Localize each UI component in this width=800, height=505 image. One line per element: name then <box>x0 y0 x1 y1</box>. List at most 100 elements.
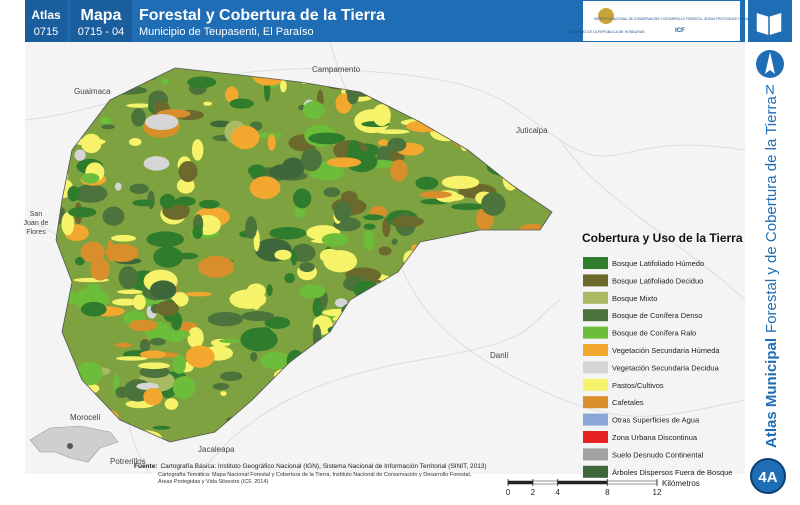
side-title: Atlas Municipal Forestal y de Cobertura d… <box>763 96 780 448</box>
cover-patch <box>269 226 307 240</box>
cover-patch <box>161 78 170 85</box>
cover-patch <box>451 203 485 211</box>
cover-patch <box>312 298 323 318</box>
cover-patch <box>321 233 350 247</box>
cover-patch <box>185 345 215 368</box>
cover-patch <box>137 362 170 370</box>
locator-map <box>29 425 119 463</box>
legend-swatch <box>583 396 608 409</box>
cover-patch <box>246 283 266 299</box>
legend-swatch <box>583 378 608 391</box>
cover-patch <box>329 252 351 264</box>
legend-swatch <box>583 257 608 269</box>
cover-patch <box>441 175 480 190</box>
cover-patch <box>291 243 316 263</box>
cover-patch <box>191 139 204 161</box>
cover-patch <box>387 137 407 152</box>
cover-patch <box>323 187 341 198</box>
legend-title: Cobertura y Uso de la Tierra <box>582 231 743 245</box>
cover-patch <box>101 124 115 130</box>
gov-text: GOBIERNO DE LA REPÚBLICA DE HONDURAS <box>567 30 645 34</box>
cover-patch <box>269 163 303 180</box>
cover-patch <box>363 230 375 251</box>
place-label: Campamento <box>312 65 361 74</box>
atlas-box <box>25 0 68 42</box>
source-line: Áreas Protegidas y Vida Silvestre (ICF, … <box>158 478 268 485</box>
legend-label: Zona Urbana Discontinua <box>612 433 698 442</box>
cover-patch <box>128 319 158 332</box>
cover-patch <box>140 350 167 359</box>
cover-patch <box>198 255 235 278</box>
cover-patch <box>363 214 384 221</box>
cover-patch <box>391 238 398 245</box>
legend-swatch <box>583 344 608 356</box>
cover-patch <box>184 291 213 297</box>
sheet-badge <box>750 458 786 494</box>
place-label: Flores <box>26 229 46 236</box>
scale-segment <box>532 480 558 485</box>
cover-patch <box>80 241 105 263</box>
scale-unit: Kilómetros <box>662 479 700 488</box>
source-line: Cartografía Temática: Mapa Nacional Fore… <box>158 472 472 478</box>
cover-patch <box>118 265 139 290</box>
cover-patch <box>100 116 112 125</box>
cover-patch <box>248 164 266 177</box>
source-line: Cartografía Básica: Instituto Geográfico… <box>160 463 486 470</box>
cover-patch <box>171 311 182 331</box>
places: Campamento Guaimaca Juticalpa San Juan d… <box>24 65 549 466</box>
legend-label: Pastos/Cultivos <box>612 381 664 390</box>
place-label: Potrerillos <box>110 457 146 466</box>
cover-patch <box>111 234 137 242</box>
sheet-label: 4A <box>758 469 777 486</box>
cover-patch <box>207 311 244 327</box>
locator-marker <box>67 443 73 449</box>
legend-label: Bosque Latifoliado Húmedo <box>612 259 704 268</box>
legend-swatch <box>583 361 608 374</box>
legend-label: Bosque Mixto <box>612 294 657 303</box>
cover-patch <box>172 376 196 400</box>
cover-patch <box>74 256 85 266</box>
cover-patch <box>143 156 170 171</box>
cover-patch <box>301 148 322 172</box>
logo-text: INSTITUTO NACIONAL DE CONSERVACIÓN Y DES… <box>594 16 766 21</box>
cover-patch <box>105 243 139 263</box>
cover-patch <box>67 185 80 202</box>
cover-patch <box>220 371 243 381</box>
cover-patch <box>90 257 110 281</box>
cover-patch <box>187 76 217 88</box>
cover-patch <box>168 337 184 343</box>
cover-patch <box>250 352 258 362</box>
place-label: Juan de <box>24 220 49 227</box>
cover-patch <box>139 365 170 379</box>
cover-patch <box>375 129 410 135</box>
cover-patch <box>302 100 325 120</box>
cover-patch <box>292 188 312 209</box>
cover-patch <box>245 216 258 240</box>
cover-patch <box>241 311 275 322</box>
cover-patch <box>333 201 352 222</box>
map-box <box>70 0 132 42</box>
cover-patch <box>114 342 132 348</box>
legend-swatch <box>583 413 608 426</box>
scale-segment <box>507 480 534 485</box>
cover-patch <box>176 178 195 194</box>
cover-patch <box>299 284 326 299</box>
cover-patch <box>132 199 155 207</box>
cover-patch <box>260 351 291 370</box>
north-label: N <box>765 82 774 97</box>
legend-label: Otras Superficies de Agua <box>612 416 700 425</box>
cover-patch <box>146 231 184 248</box>
cover-patch <box>80 301 107 317</box>
legend-label: Árboles Dispersos Fuera de Bosque <box>612 468 732 477</box>
source-label: Fuente: <box>134 463 157 470</box>
cover-patch <box>372 104 391 127</box>
place-label: San <box>30 211 43 218</box>
place-label: Morocelí <box>70 413 101 422</box>
logo-code: ICF <box>675 28 685 34</box>
cover-patch <box>149 337 166 346</box>
legend-label: Vegetación Secundaria Húmeda <box>612 346 720 355</box>
cover-patch <box>164 398 179 410</box>
scale-segment <box>607 480 658 485</box>
legend-swatch <box>583 309 608 322</box>
cover-patch <box>249 176 281 200</box>
